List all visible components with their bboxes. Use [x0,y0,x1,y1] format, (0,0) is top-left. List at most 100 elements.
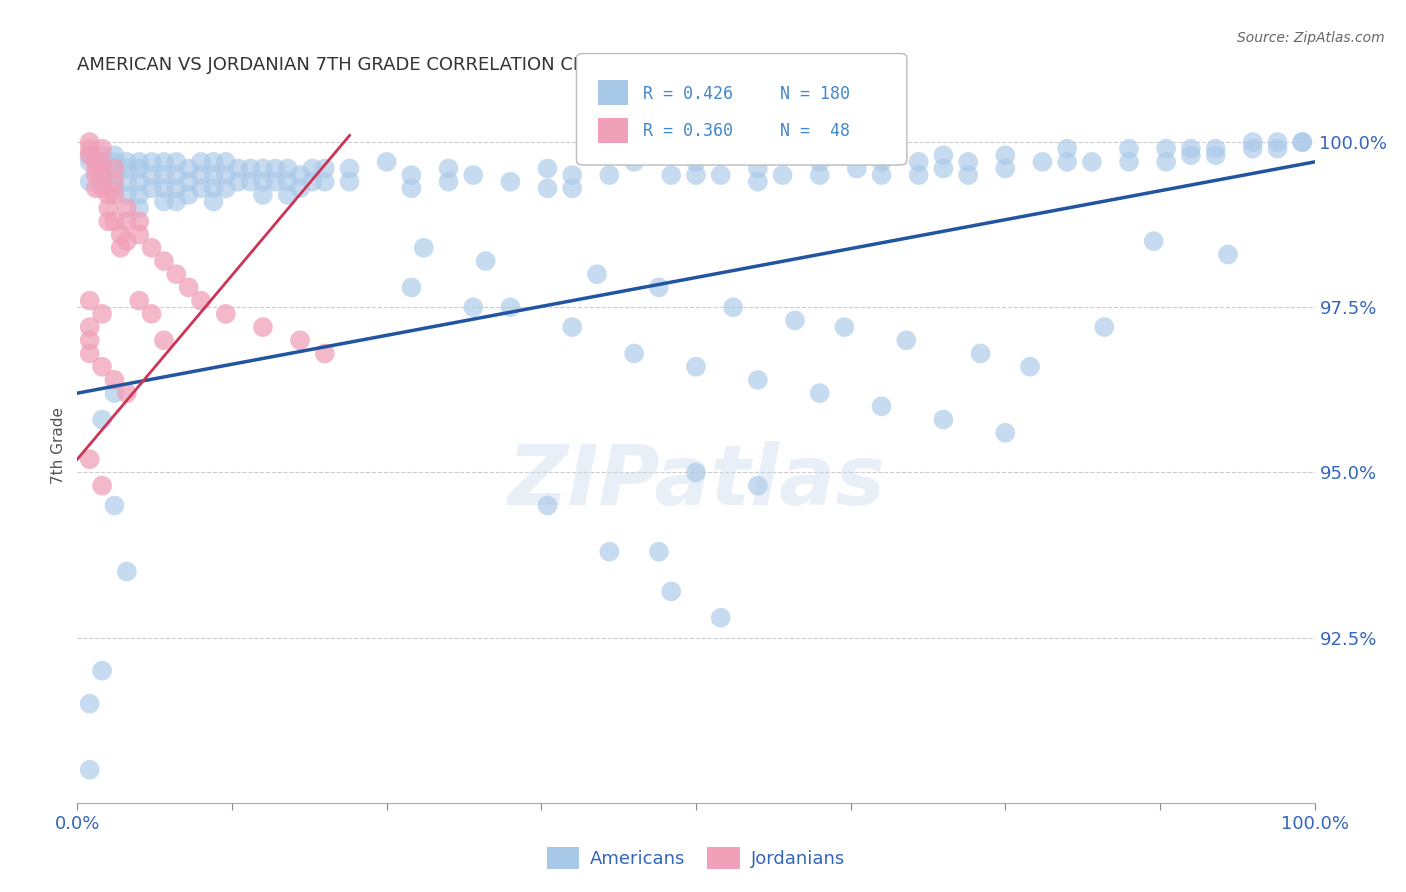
Point [84,168,107,182]
Point [79,148,101,162]
Point [896,333,918,347]
Point [1180,148,1202,162]
Point [288,181,311,195]
Point [932,412,955,426]
Point [463,300,485,314]
Point [153,154,176,169]
Point [215,307,238,321]
Text: R = 0.360: R = 0.360 [643,122,733,140]
Point [437,175,460,189]
Point [401,280,423,294]
Point [648,545,671,559]
Point [165,154,187,169]
Point [115,565,138,579]
Point [1056,154,1078,169]
Point [314,346,336,360]
Point [536,499,558,513]
Point [190,154,212,169]
Point [141,307,163,321]
Point [561,168,583,182]
Point [115,201,138,215]
Point [252,161,274,176]
Point [91,148,114,162]
Point [1092,320,1115,334]
Point [128,161,150,176]
Point [1291,135,1313,149]
Point [870,400,893,414]
Point [1267,142,1289,156]
Point [747,175,769,189]
Text: R = 0.426: R = 0.426 [643,85,733,103]
Point [177,188,200,202]
Point [710,611,733,625]
Point [710,168,733,182]
Text: AMERICAN VS JORDANIAN 7TH GRADE CORRELATION CHART: AMERICAN VS JORDANIAN 7TH GRADE CORRELAT… [77,56,621,74]
Point [115,234,138,248]
Point [870,154,893,169]
Point [91,412,114,426]
Point [659,584,682,599]
Point [84,161,107,176]
Point [91,181,114,195]
Point [994,161,1017,176]
Point [153,254,176,268]
Point [226,175,249,189]
Point [1205,142,1227,156]
Text: Source: ZipAtlas.com: Source: ZipAtlas.com [1237,31,1385,45]
Point [190,293,212,308]
Point [264,175,287,189]
Point [1031,154,1053,169]
Point [165,194,187,209]
Point [91,154,114,169]
Point [1291,135,1313,149]
Point [1143,234,1166,248]
Point [1180,142,1202,156]
Point [288,333,311,347]
Point [252,188,274,202]
Point [215,181,238,195]
Point [994,425,1017,440]
Point [264,161,287,176]
Point [177,175,200,189]
Point [536,181,558,195]
Point [115,175,138,189]
Point [932,161,955,176]
Point [79,175,101,189]
Point [79,333,101,347]
Point [277,161,299,176]
Point [808,168,831,182]
Point [907,154,929,169]
Point [845,161,868,176]
Point [536,161,558,176]
Point [84,154,107,169]
Point [1205,148,1227,162]
Point [115,188,138,202]
Point [623,154,645,169]
Point [103,499,125,513]
Text: N = 180: N = 180 [780,85,851,103]
Point [128,175,150,189]
Point [79,763,101,777]
Point [79,320,101,334]
Point [153,168,176,182]
Point [177,280,200,294]
Point [215,154,238,169]
Point [659,168,682,182]
Point [1267,135,1289,149]
Point [870,168,893,182]
Point [165,168,187,182]
Point [1081,154,1104,169]
Point [97,188,120,202]
Point [103,161,125,176]
Point [474,254,496,268]
Point [834,320,856,334]
Point [128,188,150,202]
Point [412,241,434,255]
Point [91,478,114,492]
Point [128,154,150,169]
Point [277,188,299,202]
Point [747,161,769,176]
Point [84,181,107,195]
Point [598,545,620,559]
Point [141,241,163,255]
